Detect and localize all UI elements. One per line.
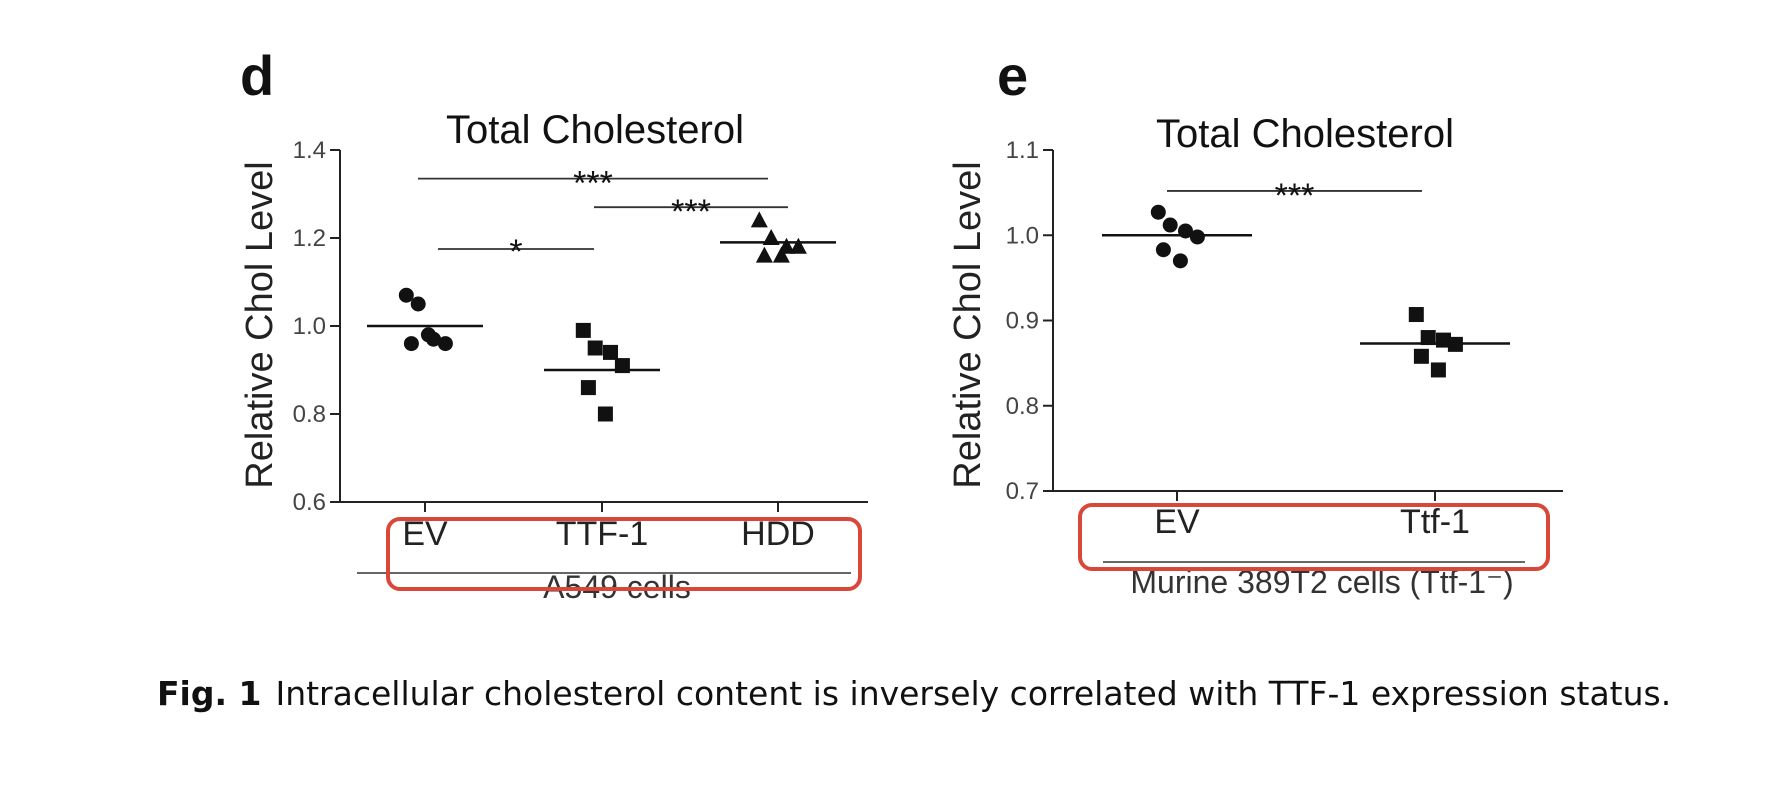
panel-d-data-point (437, 336, 453, 352)
panel-e-data-point (1413, 348, 1429, 364)
panel-d-data-point (420, 327, 436, 343)
panel-d-data-point (398, 287, 414, 303)
panel-d-data-point (587, 340, 603, 356)
panel-d-letter: d (240, 44, 274, 107)
panel-d-significance-label: * (509, 233, 522, 271)
panel-e-data-point (1172, 253, 1188, 269)
panel-d-data-point (772, 246, 790, 263)
panel-e-data-point (1155, 242, 1171, 258)
panel-e-data-point (1189, 229, 1205, 245)
panel-e-y-tick-label: 0.8 (1006, 393, 1039, 420)
panel-e-title: Total Cholesterol (1156, 112, 1454, 156)
panel-d-y-axis-label: Relative Chol Level (239, 161, 281, 488)
panel-d-title: Total Cholesterol (446, 108, 744, 152)
panel-e-y-tick-label: 1.1 (1006, 137, 1039, 164)
panel-d-y-tick-label: 1.2 (293, 225, 326, 252)
panel-e-highlight-box (1078, 503, 1550, 571)
panel-e-category-label-ev: EV (1154, 503, 1200, 541)
panel-d-highlight-box (386, 517, 862, 591)
panel-d-y-tick-label: 0.8 (293, 401, 326, 428)
panel-d-data-point (410, 296, 426, 312)
panel-e-letter: e (997, 44, 1028, 107)
panel-d-y-tick-label: 0.6 (293, 489, 326, 516)
panel-d-data-point (750, 211, 768, 228)
panel-e-y-tick-label: 0.7 (1006, 478, 1039, 505)
panel-d-data-point (403, 336, 419, 352)
panel-e-y-tick-label: 0.9 (1006, 308, 1039, 335)
panel-d-category-label-ttf-1: TTF-1 (556, 515, 649, 553)
panel-d-category-label-hdd: HDD (741, 515, 815, 553)
caption-label: Fig. 1 (157, 674, 262, 713)
panel-e-category-label-ttf-1: Ttf-1 (1400, 503, 1470, 541)
panel-d-significance-label: *** (671, 193, 711, 231)
panel-d-data-point (789, 237, 807, 254)
panel-e-y-tick-label: 1.0 (1006, 222, 1039, 249)
panel-e-data-point (1150, 204, 1166, 220)
panel-e-data-point (1162, 217, 1178, 233)
panel-d-data-point (762, 229, 780, 245)
panel-e-data-point (1408, 307, 1424, 323)
panel-d-data-point (580, 380, 596, 396)
panel-d-y-tick-label: 1.0 (293, 313, 326, 340)
panel-d-y-tick-label: 1.4 (293, 137, 326, 164)
panel-d-data-point (575, 322, 591, 338)
caption-text: Intracellular cholesterol content is inv… (275, 674, 1672, 713)
panel-d-data-point (597, 406, 613, 422)
panel-e-data-point (1420, 330, 1436, 346)
panel-d-data-point (755, 246, 773, 263)
panel-e-significance-label: *** (1275, 177, 1315, 215)
figure-caption: Fig. 1 Intracellular cholesterol content … (157, 674, 1671, 713)
panel-d-significance-label: *** (573, 165, 613, 203)
panel-d-data-point (603, 344, 618, 360)
panel-e-y-axis-label: Relative Chol Level (947, 161, 989, 488)
panel-e-data-point (1430, 362, 1446, 378)
panel-d-category-label-ev: EV (402, 515, 448, 553)
